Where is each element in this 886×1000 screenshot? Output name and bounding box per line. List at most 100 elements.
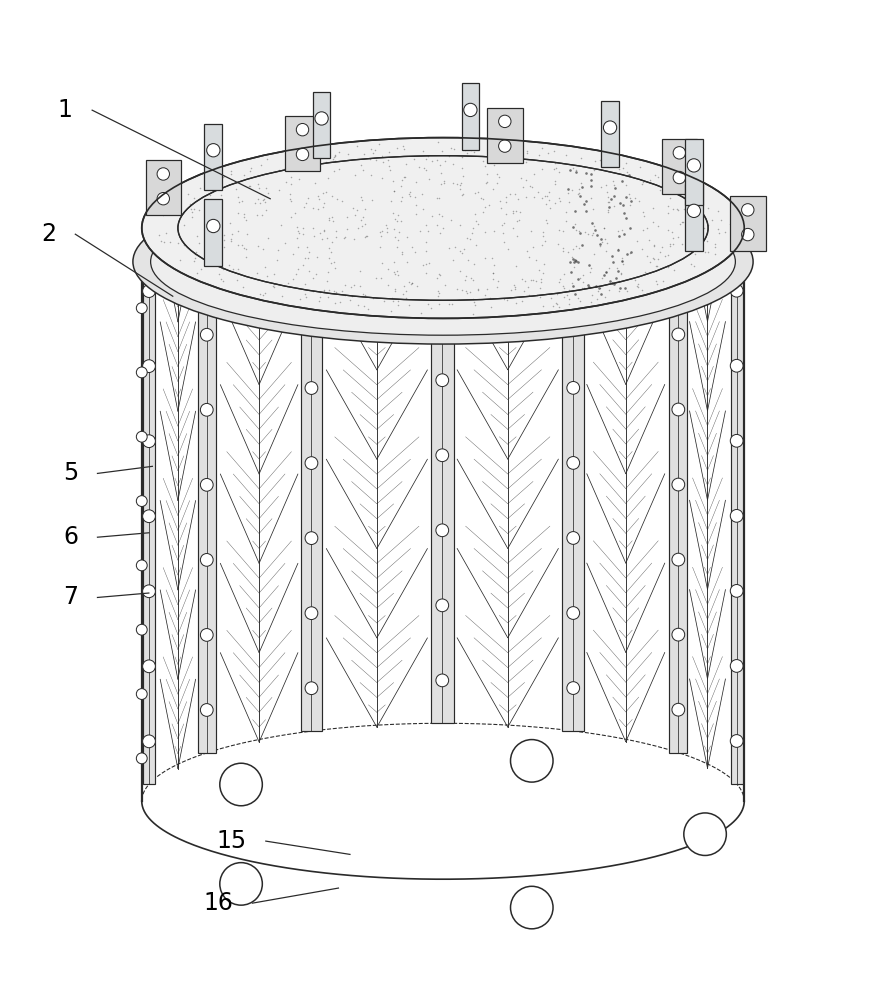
Circle shape xyxy=(730,735,743,747)
Point xyxy=(295,257,309,273)
Point xyxy=(312,293,326,309)
Point xyxy=(433,157,447,173)
Point xyxy=(601,194,615,210)
Point xyxy=(663,238,677,254)
Point xyxy=(341,146,355,162)
Point xyxy=(340,209,354,225)
Point xyxy=(679,203,693,219)
Point xyxy=(593,238,607,254)
Polygon shape xyxy=(670,217,688,753)
Point xyxy=(537,256,551,272)
Point xyxy=(189,244,203,260)
Point xyxy=(306,270,320,286)
Point xyxy=(672,202,686,218)
Point xyxy=(455,187,469,203)
Point xyxy=(358,216,372,232)
Point xyxy=(508,281,522,297)
Point xyxy=(499,189,513,205)
Point xyxy=(229,181,243,197)
Point xyxy=(570,238,584,254)
Point xyxy=(255,207,269,223)
Point xyxy=(509,186,523,202)
Point xyxy=(431,283,446,299)
Point xyxy=(177,217,191,233)
Point xyxy=(401,274,416,290)
Point xyxy=(384,303,398,319)
Point xyxy=(381,152,395,168)
Point xyxy=(556,240,571,256)
Point xyxy=(496,225,510,241)
Point xyxy=(520,143,534,159)
Point xyxy=(311,201,325,217)
Point xyxy=(476,153,490,169)
Point xyxy=(460,230,474,246)
Point xyxy=(666,236,680,252)
Point xyxy=(214,244,228,260)
Point xyxy=(323,212,337,228)
Point xyxy=(529,252,543,268)
Point xyxy=(325,151,339,167)
Point xyxy=(572,240,587,256)
Point xyxy=(486,181,500,197)
Point xyxy=(603,191,618,207)
Point xyxy=(211,246,225,262)
Point xyxy=(651,169,665,185)
Point xyxy=(351,220,365,236)
Circle shape xyxy=(200,704,214,716)
Point xyxy=(470,216,485,232)
Point xyxy=(222,257,236,273)
Point xyxy=(447,156,461,172)
Point xyxy=(368,142,382,158)
Point xyxy=(291,225,306,241)
Circle shape xyxy=(157,192,169,205)
Point xyxy=(301,190,315,206)
Point xyxy=(616,256,630,272)
Point xyxy=(237,209,252,225)
Point xyxy=(188,250,202,266)
Point xyxy=(183,196,197,212)
Point xyxy=(407,151,421,167)
Point xyxy=(701,244,715,260)
Point xyxy=(447,175,461,191)
Point xyxy=(205,229,219,245)
Point xyxy=(501,139,516,155)
Circle shape xyxy=(200,403,214,416)
Point xyxy=(449,176,463,192)
Point xyxy=(291,239,306,255)
Point xyxy=(532,289,547,305)
Point xyxy=(556,289,571,305)
Point xyxy=(190,228,205,244)
Point xyxy=(408,197,423,213)
Point xyxy=(589,278,603,294)
Point xyxy=(416,257,430,273)
Point xyxy=(513,204,527,220)
Point xyxy=(348,207,362,223)
Point xyxy=(688,246,703,262)
Point xyxy=(552,222,566,238)
Point xyxy=(685,222,699,238)
Point xyxy=(289,266,303,282)
Ellipse shape xyxy=(151,188,735,335)
Point xyxy=(700,225,714,241)
Point xyxy=(283,186,297,202)
Point xyxy=(574,150,588,166)
Point xyxy=(536,298,550,314)
Point xyxy=(565,182,579,198)
Point xyxy=(494,200,509,216)
Circle shape xyxy=(305,532,318,545)
Point xyxy=(369,270,384,286)
Circle shape xyxy=(672,553,685,566)
Point xyxy=(630,278,644,294)
Circle shape xyxy=(730,585,743,597)
Point xyxy=(244,160,258,176)
Point xyxy=(548,176,562,192)
Point xyxy=(620,283,634,299)
Point xyxy=(355,192,369,208)
Point xyxy=(677,183,691,199)
Point xyxy=(486,223,501,239)
Point xyxy=(231,261,245,277)
Point xyxy=(391,267,405,283)
Point xyxy=(568,286,582,302)
Point xyxy=(646,214,660,230)
Point xyxy=(561,181,575,197)
